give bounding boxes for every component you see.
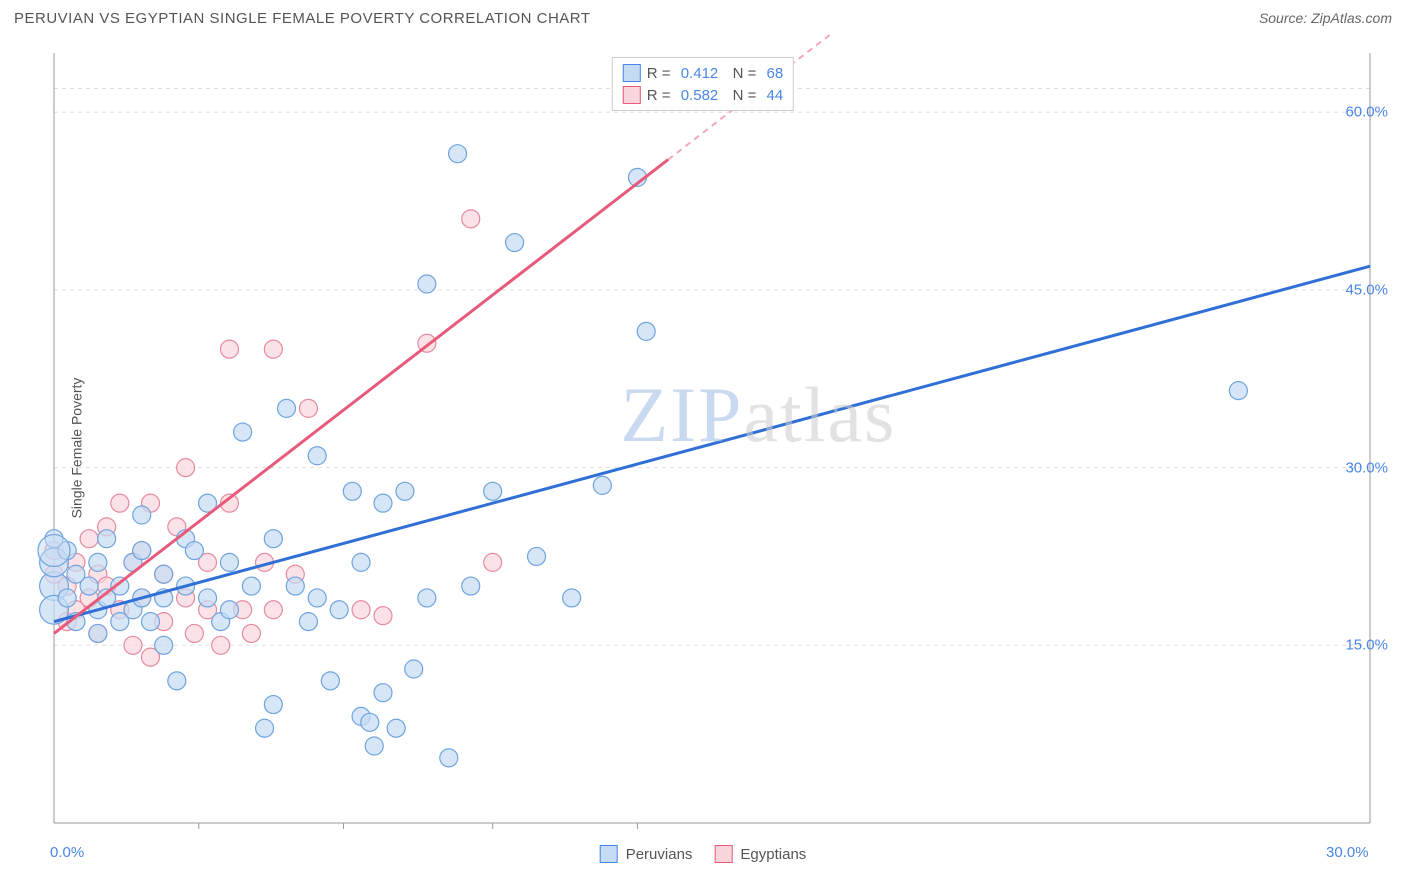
stats-row-peruvians: R = 0.412 N = 68 <box>623 62 783 84</box>
header: PERUVIAN VS EGYPTIAN SINGLE FEMALE POVER… <box>10 10 1396 33</box>
x-tick-label: 30.0% <box>1326 844 1369 861</box>
stat-label-r: R = <box>647 87 675 104</box>
stats-row-egyptians: R = 0.582 N = 44 <box>623 84 783 106</box>
series-legend: Peruvians Egyptians <box>600 845 807 863</box>
swatch-pink-icon <box>714 845 732 863</box>
chart-title: PERUVIAN VS EGYPTIAN SINGLE FEMALE POVER… <box>14 10 591 27</box>
chart-area: Single Female Poverty ZIPatlas R = 0.412… <box>10 33 1396 863</box>
legend-label-peruvians: Peruvians <box>626 846 693 863</box>
stat-label-r: R = <box>647 65 675 82</box>
y-tick-label: 60.0% <box>1345 104 1388 121</box>
legend-item-peruvians: Peruvians <box>600 845 693 863</box>
y-tick-label: 15.0% <box>1345 637 1388 654</box>
stats-legend: R = 0.412 N = 68 R = 0.582 N = 44 <box>612 57 794 111</box>
stat-r-egyptians: 0.582 <box>681 87 719 104</box>
source-label: Source: ZipAtlas.com <box>1259 10 1392 26</box>
stat-label-n: N = <box>724 65 760 82</box>
legend-item-egyptians: Egyptians <box>714 845 806 863</box>
legend-label-egyptians: Egyptians <box>740 846 806 863</box>
stat-r-peruvians: 0.412 <box>681 65 719 82</box>
source-prefix: Source: <box>1259 10 1311 26</box>
source-name: ZipAtlas.com <box>1311 10 1392 26</box>
swatch-blue-icon <box>600 845 618 863</box>
stat-label-n: N = <box>724 87 760 104</box>
chart-container: PERUVIAN VS EGYPTIAN SINGLE FEMALE POVER… <box>10 10 1396 882</box>
y-tick-label: 45.0% <box>1345 281 1388 298</box>
swatch-blue-icon <box>623 64 641 82</box>
swatch-pink-icon <box>623 86 641 104</box>
x-tick-label: 0.0% <box>50 844 84 861</box>
y-tick-label: 30.0% <box>1345 459 1388 476</box>
stat-n-egyptians: 44 <box>767 87 784 104</box>
stat-n-peruvians: 68 <box>767 65 784 82</box>
chart-svg <box>10 33 1396 863</box>
